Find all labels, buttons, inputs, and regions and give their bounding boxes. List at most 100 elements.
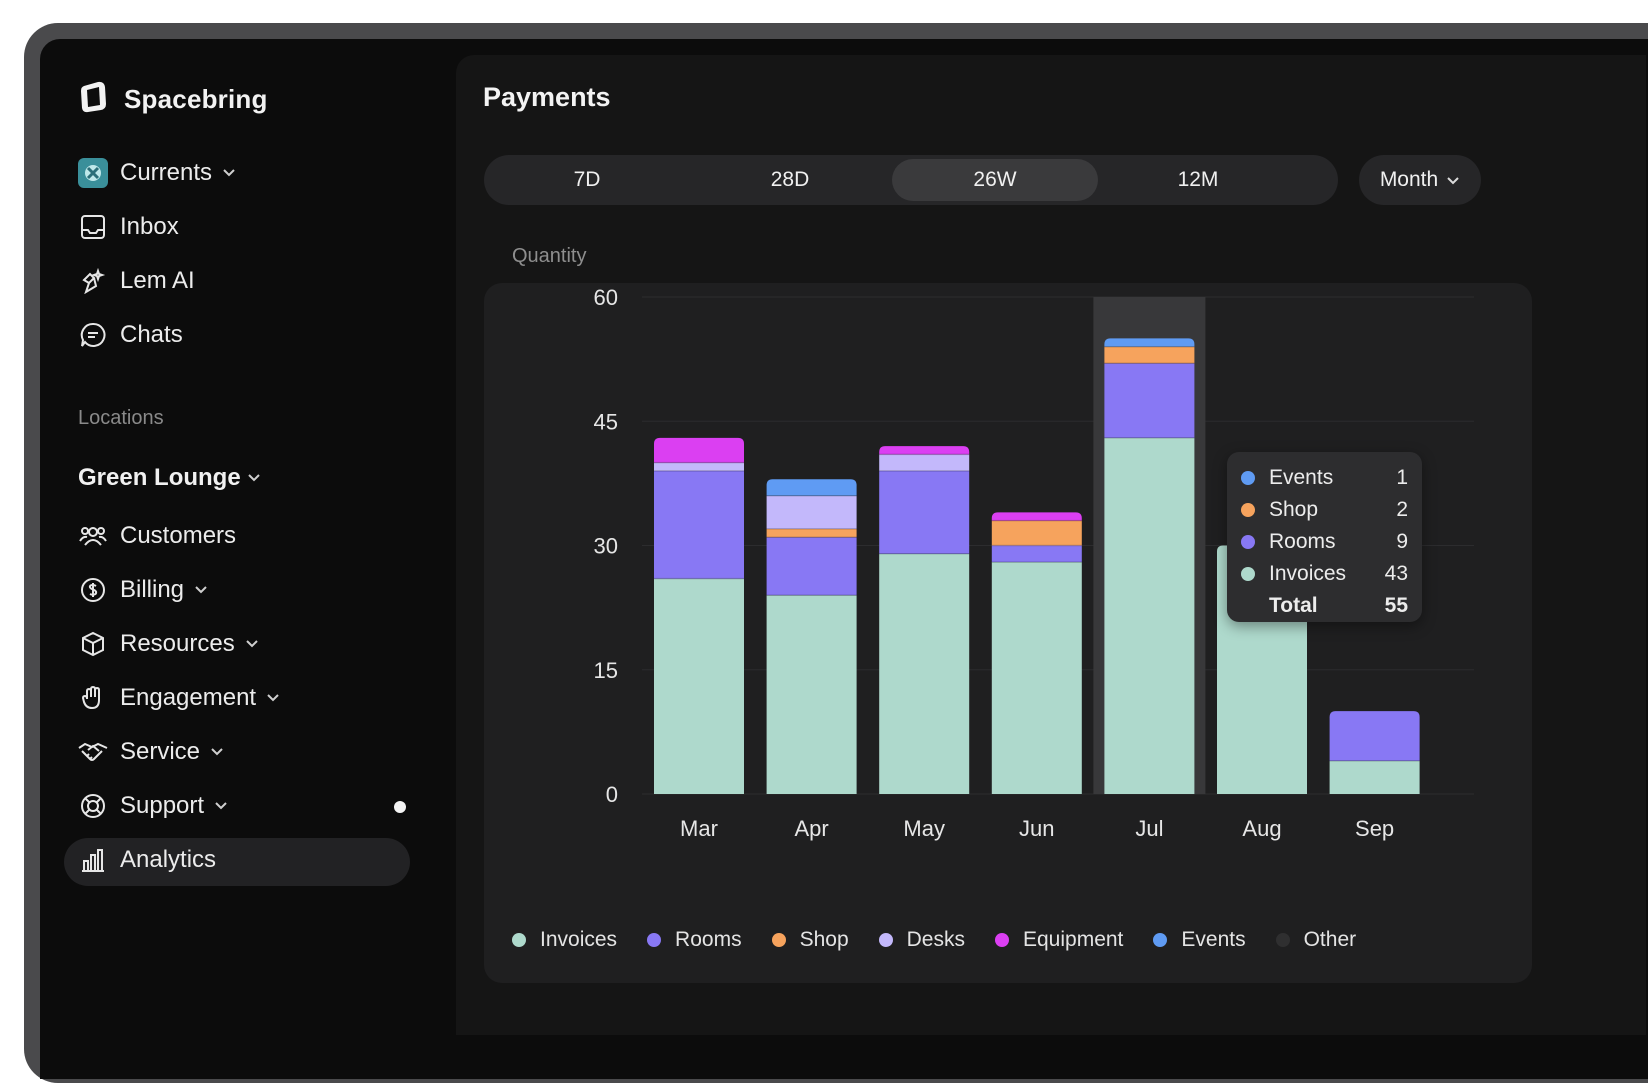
sidebar-item-label: Customers <box>120 522 237 549</box>
sidebar-item-engagement[interactable]: Engagement <box>78 678 280 718</box>
workspace-switcher[interactable]: Currents <box>78 153 236 193</box>
notification-dot <box>394 801 406 813</box>
bar-segment-invoices <box>1329 760 1420 794</box>
bar-segment-shop <box>991 520 1082 546</box>
brand-name: Spacebring <box>124 84 268 114</box>
tooltip-row-invoices: Invoices 43 <box>1241 558 1408 590</box>
legend-label: Rooms <box>675 928 742 951</box>
granularity-dropdown[interactable]: Month <box>1359 155 1481 205</box>
legend-item-shop[interactable]: Shop <box>771 928 849 952</box>
tooltip-series-value: 2 <box>1396 498 1408 521</box>
bar-segment-desks <box>879 454 970 471</box>
chevron-down-icon <box>247 473 261 483</box>
workspace-avatar-icon <box>78 158 108 188</box>
chevron-down-icon <box>194 585 208 595</box>
chevron-down-icon <box>245 639 259 649</box>
sidebar-item-support[interactable]: Support <box>78 786 228 826</box>
x-tick-label: May <box>903 816 945 841</box>
tooltip-series-value: 9 <box>1396 530 1408 553</box>
tooltip-total-value: 55 <box>1384 594 1408 617</box>
x-tick-label: Mar <box>680 816 718 841</box>
y-axis-label: Quantity <box>512 245 587 267</box>
legend-color-dot <box>1275 933 1290 947</box>
legend-label: Equipment <box>1022 928 1124 951</box>
x-tick-label: Apr <box>794 816 828 841</box>
range-option-12m[interactable]: 12M <box>1177 168 1219 191</box>
chart-legend: Invoices Rooms Shop Desks Equipment Events Oth… <box>512 928 1356 952</box>
tooltip-row-shop: Shop 2 <box>1241 494 1408 526</box>
tooltip-series-name: Invoices <box>1269 562 1347 585</box>
legend-item-equipment[interactable]: Equipment <box>994 928 1124 952</box>
x-tick-label: Aug <box>1242 816 1281 841</box>
sidebar-item-label: Service <box>120 738 201 765</box>
legend-item-desks[interactable]: Desks <box>878 928 965 952</box>
users-icon <box>78 521 108 551</box>
range-option-26w[interactable]: 26W <box>892 159 1098 201</box>
tooltip-row-total: Total 55 <box>1241 590 1408 622</box>
bar-segment-invoices <box>766 595 857 794</box>
bar-segment-desks <box>766 495 857 529</box>
tooltip-row-rooms: Rooms 9 <box>1241 526 1408 558</box>
sidebar-item-label: Resources <box>120 630 235 657</box>
legend-item-invoices[interactable]: Invoices <box>512 928 617 952</box>
sidebar-item-lem-ai[interactable]: Lem AI <box>78 261 195 301</box>
sidebar-item-resources[interactable]: Resources <box>78 624 259 664</box>
legend-color-dot <box>994 933 1009 947</box>
y-tick-label: 60 <box>594 285 618 310</box>
bar-segment-invoices <box>991 562 1082 794</box>
stacked-bar-chart: 0 15 30 45 60 Mar Apr May Jun Jul Aug Sep <box>594 285 1474 841</box>
granularity-value: Month <box>1379 168 1439 191</box>
sidebar-item-service[interactable]: Service <box>78 732 224 772</box>
tooltip-series-name: Shop <box>1269 498 1319 521</box>
sidebar-item-analytics[interactable]: Analytics <box>78 840 216 880</box>
range-option-28d[interactable]: 28D <box>770 168 810 191</box>
bar-segment-rooms <box>991 545 1082 563</box>
bar-segment-rooms <box>1104 363 1195 438</box>
sidebar-item-label: Support <box>120 792 205 819</box>
chat-icon <box>78 320 108 350</box>
sidebar-item-chats[interactable]: Chats <box>78 315 183 355</box>
sidebar-item-label: Analytics <box>120 846 217 873</box>
chevron-down-icon <box>214 801 228 811</box>
legend-label: Shop <box>799 928 849 951</box>
location-name: Green Lounge <box>78 464 241 491</box>
tooltip-series-name: Events <box>1269 466 1334 489</box>
legend-label: Events <box>1181 928 1246 951</box>
lifebuoy-icon <box>78 791 108 821</box>
range-option-7d[interactable]: 7D <box>573 168 601 191</box>
location-switcher[interactable]: Green Lounge <box>78 464 261 492</box>
sidebar-item-label: Lem AI <box>120 267 195 294</box>
y-tick-label: 30 <box>594 534 618 559</box>
bar-segment-desks <box>654 462 744 471</box>
tooltip-series-value: 1 <box>1396 466 1408 489</box>
legend-color-dot <box>1153 933 1168 947</box>
legend-item-other[interactable]: Other <box>1275 928 1356 952</box>
x-tick-label: Jun <box>1019 816 1054 841</box>
legend-color-dot <box>771 933 786 947</box>
chevron-down-icon <box>222 168 236 178</box>
legend-item-rooms[interactable]: Rooms <box>647 928 742 952</box>
sidebar-item-label: Engagement <box>120 684 257 711</box>
bar-segment-rooms <box>1329 711 1420 761</box>
x-tick-label: Sep <box>1355 816 1394 841</box>
chart-tooltip: Events 1 Shop 2 Rooms 9 Invoices 43 Tota… <box>1227 452 1422 622</box>
tooltip-color-dot <box>1241 503 1255 517</box>
bar-segment-shop <box>766 528 857 538</box>
bar-segment-invoices <box>879 553 970 794</box>
x-tick-label: Jul <box>1135 816 1163 841</box>
legend-color-dot <box>512 933 526 947</box>
bar-segment-invoices <box>1104 437 1195 794</box>
page-title: Payments <box>483 82 611 112</box>
sidebar-item-customers[interactable]: Customers <box>78 516 236 556</box>
bar-segment-invoices <box>654 578 744 794</box>
legend-label: Desks <box>906 928 965 951</box>
legend-item-events[interactable]: Events <box>1153 928 1246 952</box>
tooltip-series-value: 43 <box>1384 562 1408 585</box>
sidebar-item-inbox[interactable]: Inbox <box>78 207 179 247</box>
sidebar-item-billing[interactable]: Billing <box>78 570 208 610</box>
chevron-down-icon <box>210 747 224 757</box>
tooltip-series-name: Rooms <box>1269 530 1336 553</box>
brand[interactable]: Spacebring <box>78 80 268 119</box>
bar-segment-events <box>766 479 857 496</box>
tooltip-row-events: Events 1 <box>1241 462 1408 494</box>
